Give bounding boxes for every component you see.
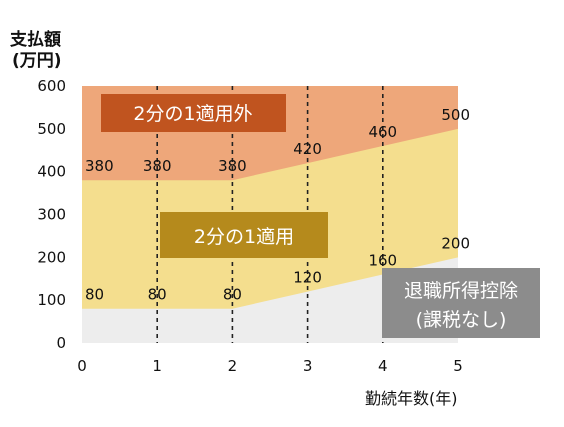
legend-box-deduction-label-line1: 退職所得控除 [404,280,518,302]
y-tick-label: 200 [37,248,66,266]
data-labels: 380 80 380 80 380 80 420 120 460 160 500 200 [85,106,470,304]
x-tick-label: 5 [453,357,463,375]
y-tick-label: 600 [37,77,66,95]
legend-box-half: 2分の1適用 [160,212,328,258]
legend-box-outside-label: 2分の1適用外 [133,103,252,125]
data-label-half: 500 [441,106,470,124]
legend-box-deduction-label-line2: (課税なし) [416,309,507,331]
x-axis-title: 勤続年数(年) [365,389,458,408]
y-axis-ticks: 0 100 200 300 400 500 600 [37,77,66,352]
x-axis-ticks: 0 1 2 3 4 5 [77,357,463,375]
y-axis-title: 支払額 (万円) [10,29,62,71]
x-tick-label: 4 [378,357,388,375]
y-axis-title-line2: (万円) [12,51,62,71]
x-tick-label: 0 [77,357,87,375]
y-tick-label: 0 [56,334,66,352]
legend-box-deduction: 退職所得控除 (課税なし) [382,268,540,338]
data-label-half: 420 [293,140,322,158]
data-label-half: 380 [218,157,247,175]
y-axis-title-line1: 支払額 [10,29,61,50]
legend-box-half-bg [160,212,328,258]
legend-box-deduction-bg [382,268,540,338]
data-label-deduction: 80 [148,286,167,304]
data-label-deduction: 120 [293,269,322,287]
x-tick-label: 3 [303,357,313,375]
x-tick-label: 2 [228,357,238,375]
data-label-deduction: 160 [368,251,397,269]
area-deduction [82,257,458,343]
y-tick-label: 100 [37,291,66,309]
legend-box-outside: 2分の1適用外 [101,94,286,132]
y-tick-label: 300 [37,206,66,224]
data-label-half: 380 [143,157,172,175]
y-tick-label: 400 [37,163,66,181]
legend-box-outside-bg [101,94,286,132]
data-label-deduction: 80 [223,286,242,304]
legend-box-half-label: 2分の1適用 [194,226,294,248]
data-label-deduction: 80 [85,286,104,304]
data-label-half: 460 [368,123,397,141]
data-label-half: 380 [85,157,114,175]
data-label-deduction: 200 [441,234,470,252]
x-tick-label: 1 [152,357,162,375]
y-tick-label: 500 [37,120,66,138]
